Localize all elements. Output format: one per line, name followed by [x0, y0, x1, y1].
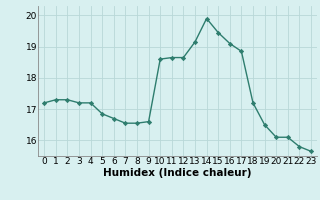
X-axis label: Humidex (Indice chaleur): Humidex (Indice chaleur): [103, 168, 252, 178]
